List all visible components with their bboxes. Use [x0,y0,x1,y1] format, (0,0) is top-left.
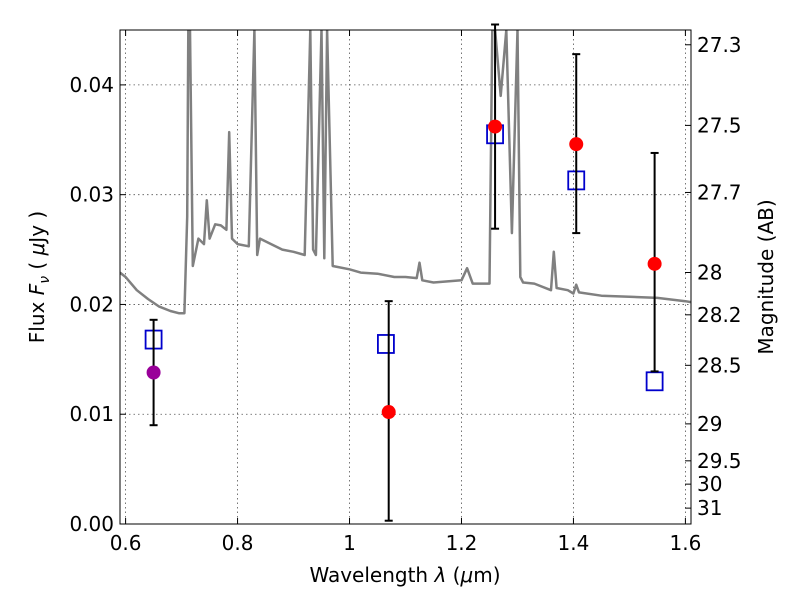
y2-tick-label: 29.5 [697,449,742,473]
y-tick-label: 0.02 [69,292,114,316]
x-tick-label: 1.6 [669,531,701,555]
x-tick-label: 1 [343,531,356,555]
y2-tick-label: 28 [697,260,722,284]
observed-point [648,257,662,271]
observed-point [488,120,502,134]
y-tick-label: 0.03 [69,183,114,207]
y2-tick-label: 29 [697,412,722,436]
y2-axis-label: Magnitude (AB) [754,199,778,354]
x-tick-label: 0.6 [110,531,142,555]
y2-tick-label: 28.2 [697,303,742,327]
y2-tick-label: 27.3 [697,33,742,57]
x-axis-label: Wavelength λ (μm) [309,563,500,587]
observed-point [147,366,161,380]
y2-tick-label: 28.5 [697,353,742,377]
y2-tick-label: 31 [697,496,722,520]
x-tick-label: 0.8 [222,531,254,555]
y2-tick-label: 27.5 [697,113,742,137]
observed-point [569,137,583,151]
y-tick-label: 0.00 [69,512,114,536]
observed-point [382,405,396,419]
y-axis-label: Flux Fν ( μJy ) [25,211,53,343]
x-tick-label: 1.4 [558,531,590,555]
y-tick-label: 0.04 [69,73,114,97]
y2-tick-label: 30 [697,472,722,496]
sed-chart: 0.6 0.8 1 1.2 1.4 1.6 0.00 0.01 0.02 0.03 0.04 27.3… [0,0,800,600]
y2-tick-label: 27.7 [697,180,742,204]
y-tick-label: 0.01 [69,402,114,426]
x-tick-label: 1.2 [446,531,478,555]
